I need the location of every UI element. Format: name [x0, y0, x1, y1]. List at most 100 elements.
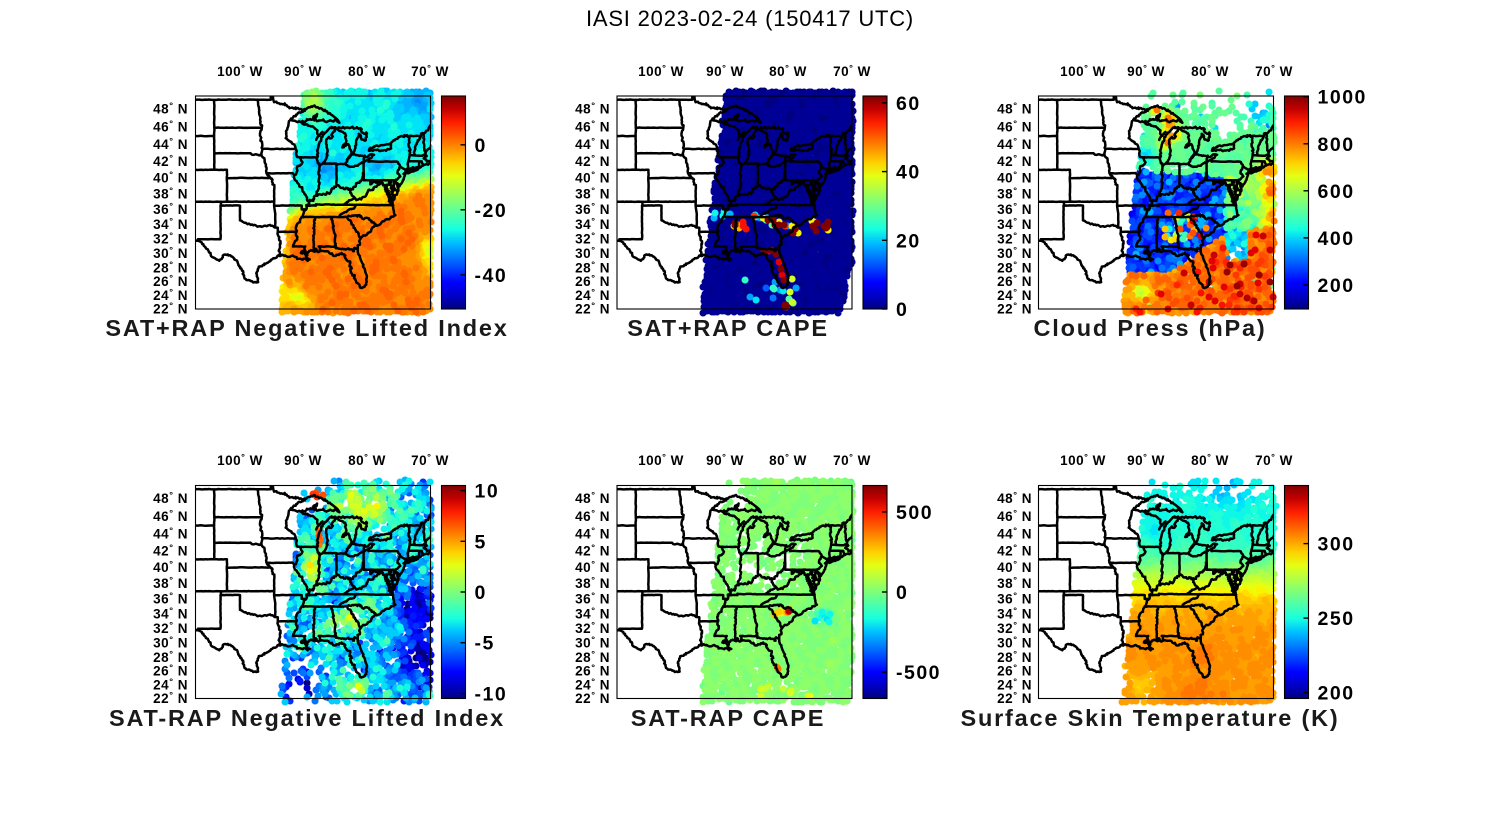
svg-text:60: 60	[896, 93, 921, 115]
svg-text:22° N: 22° N	[575, 300, 610, 316]
svg-text:40: 40	[896, 162, 921, 184]
svg-text:32° N: 32° N	[575, 231, 610, 247]
svg-text:100° W: 100° W	[217, 63, 263, 79]
svg-text:32° N: 32° N	[153, 620, 188, 636]
svg-text:Surface Skin Temperature (K): Surface Skin Temperature (K)	[960, 705, 1339, 731]
svg-text:38° N: 38° N	[575, 185, 610, 201]
svg-text:30° N: 30° N	[575, 245, 610, 261]
svg-text:5: 5	[475, 531, 487, 553]
svg-text:80° W: 80° W	[769, 452, 807, 468]
svg-text:46° N: 46° N	[997, 119, 1032, 135]
svg-text:26° N: 26° N	[153, 663, 188, 679]
svg-text:28° N: 28° N	[153, 649, 188, 665]
svg-text:70° W: 70° W	[833, 452, 871, 468]
svg-text:24° N: 24° N	[997, 287, 1032, 303]
svg-text:26° N: 26° N	[575, 663, 610, 679]
svg-text:250: 250	[1318, 608, 1355, 630]
svg-text:70° W: 70° W	[411, 63, 449, 79]
svg-text:44° N: 44° N	[153, 136, 188, 152]
svg-text:34° N: 34° N	[575, 606, 610, 622]
svg-text:90° W: 90° W	[706, 452, 744, 468]
svg-text:42° N: 42° N	[997, 543, 1032, 559]
svg-text:90° W: 90° W	[284, 63, 322, 79]
svg-text:34° N: 34° N	[575, 216, 610, 232]
svg-text:-40: -40	[475, 265, 508, 287]
svg-text:80° W: 80° W	[348, 452, 386, 468]
svg-text:22° N: 22° N	[997, 690, 1032, 706]
svg-text:48° N: 48° N	[997, 101, 1032, 117]
svg-text:46° N: 46° N	[153, 119, 188, 135]
svg-text:48° N: 48° N	[153, 101, 188, 117]
svg-text:26° N: 26° N	[997, 273, 1032, 289]
svg-text:90° W: 90° W	[706, 63, 744, 79]
svg-text:44° N: 44° N	[997, 526, 1032, 542]
svg-text:90° W: 90° W	[1127, 452, 1165, 468]
svg-text:100° W: 100° W	[638, 452, 684, 468]
svg-text:28° N: 28° N	[575, 259, 610, 275]
svg-text:44° N: 44° N	[575, 136, 610, 152]
svg-text:46° N: 46° N	[575, 119, 610, 135]
svg-text:100° W: 100° W	[1060, 63, 1106, 79]
svg-text:SAT+RAP CAPE: SAT+RAP CAPE	[627, 315, 829, 341]
svg-text:30° N: 30° N	[153, 245, 188, 261]
svg-text:40° N: 40° N	[575, 170, 610, 186]
svg-text:26° N: 26° N	[997, 663, 1032, 679]
svg-text:80° W: 80° W	[1191, 452, 1229, 468]
svg-text:32° N: 32° N	[997, 231, 1032, 247]
svg-text:44° N: 44° N	[997, 136, 1032, 152]
svg-text:22° N: 22° N	[153, 690, 188, 706]
svg-text:70° W: 70° W	[1255, 63, 1293, 79]
svg-text:80° W: 80° W	[769, 63, 807, 79]
svg-text:200: 200	[1318, 275, 1355, 297]
svg-text:28° N: 28° N	[153, 259, 188, 275]
svg-text:-500: -500	[896, 662, 941, 684]
svg-text:42° N: 42° N	[153, 153, 188, 169]
svg-text:70° W: 70° W	[833, 63, 871, 79]
svg-text:1000: 1000	[1318, 87, 1367, 109]
svg-text:400: 400	[1318, 228, 1355, 250]
svg-text:28° N: 28° N	[997, 259, 1032, 275]
svg-text:30° N: 30° N	[153, 635, 188, 651]
svg-text:42° N: 42° N	[997, 153, 1032, 169]
svg-text:IASI 2023-02-24 (150417 UTC): IASI 2023-02-24 (150417 UTC)	[586, 6, 914, 31]
svg-text:24° N: 24° N	[153, 676, 188, 692]
svg-text:300: 300	[1318, 534, 1355, 556]
svg-text:22° N: 22° N	[575, 690, 610, 706]
svg-text:90° W: 90° W	[284, 452, 322, 468]
svg-text:44° N: 44° N	[575, 526, 610, 542]
svg-text:90° W: 90° W	[1127, 63, 1165, 79]
svg-text:38° N: 38° N	[153, 575, 188, 591]
svg-text:28° N: 28° N	[997, 649, 1032, 665]
svg-text:24° N: 24° N	[153, 287, 188, 303]
svg-text:46° N: 46° N	[997, 508, 1032, 524]
svg-text:36° N: 36° N	[575, 590, 610, 606]
svg-text:46° N: 46° N	[575, 508, 610, 524]
svg-text:28° N: 28° N	[575, 649, 610, 665]
svg-text:22° N: 22° N	[153, 300, 188, 316]
svg-text:30° N: 30° N	[575, 635, 610, 651]
svg-text:22° N: 22° N	[997, 300, 1032, 316]
svg-text:SAT+RAP Negative Lifted Index: SAT+RAP Negative Lifted Index	[105, 315, 508, 341]
svg-text:20: 20	[896, 230, 921, 252]
svg-text:0: 0	[475, 135, 487, 157]
svg-text:40° N: 40° N	[997, 170, 1032, 186]
svg-text:Cloud Press (hPa): Cloud Press (hPa)	[1033, 315, 1266, 341]
svg-text:26° N: 26° N	[153, 273, 188, 289]
svg-text:36° N: 36° N	[153, 201, 188, 217]
svg-text:80° W: 80° W	[1191, 63, 1229, 79]
svg-text:42° N: 42° N	[575, 153, 610, 169]
svg-text:24° N: 24° N	[575, 676, 610, 692]
svg-text:34° N: 34° N	[153, 606, 188, 622]
svg-text:48° N: 48° N	[575, 101, 610, 117]
svg-text:800: 800	[1318, 134, 1355, 156]
svg-text:10: 10	[475, 481, 500, 503]
svg-text:38° N: 38° N	[153, 185, 188, 201]
svg-text:24° N: 24° N	[997, 676, 1032, 692]
svg-text:32° N: 32° N	[997, 620, 1032, 636]
svg-text:34° N: 34° N	[997, 606, 1032, 622]
svg-text:48° N: 48° N	[575, 490, 610, 506]
svg-text:36° N: 36° N	[153, 590, 188, 606]
svg-text:32° N: 32° N	[575, 620, 610, 636]
svg-text:600: 600	[1318, 181, 1355, 203]
svg-text:40° N: 40° N	[997, 559, 1032, 575]
